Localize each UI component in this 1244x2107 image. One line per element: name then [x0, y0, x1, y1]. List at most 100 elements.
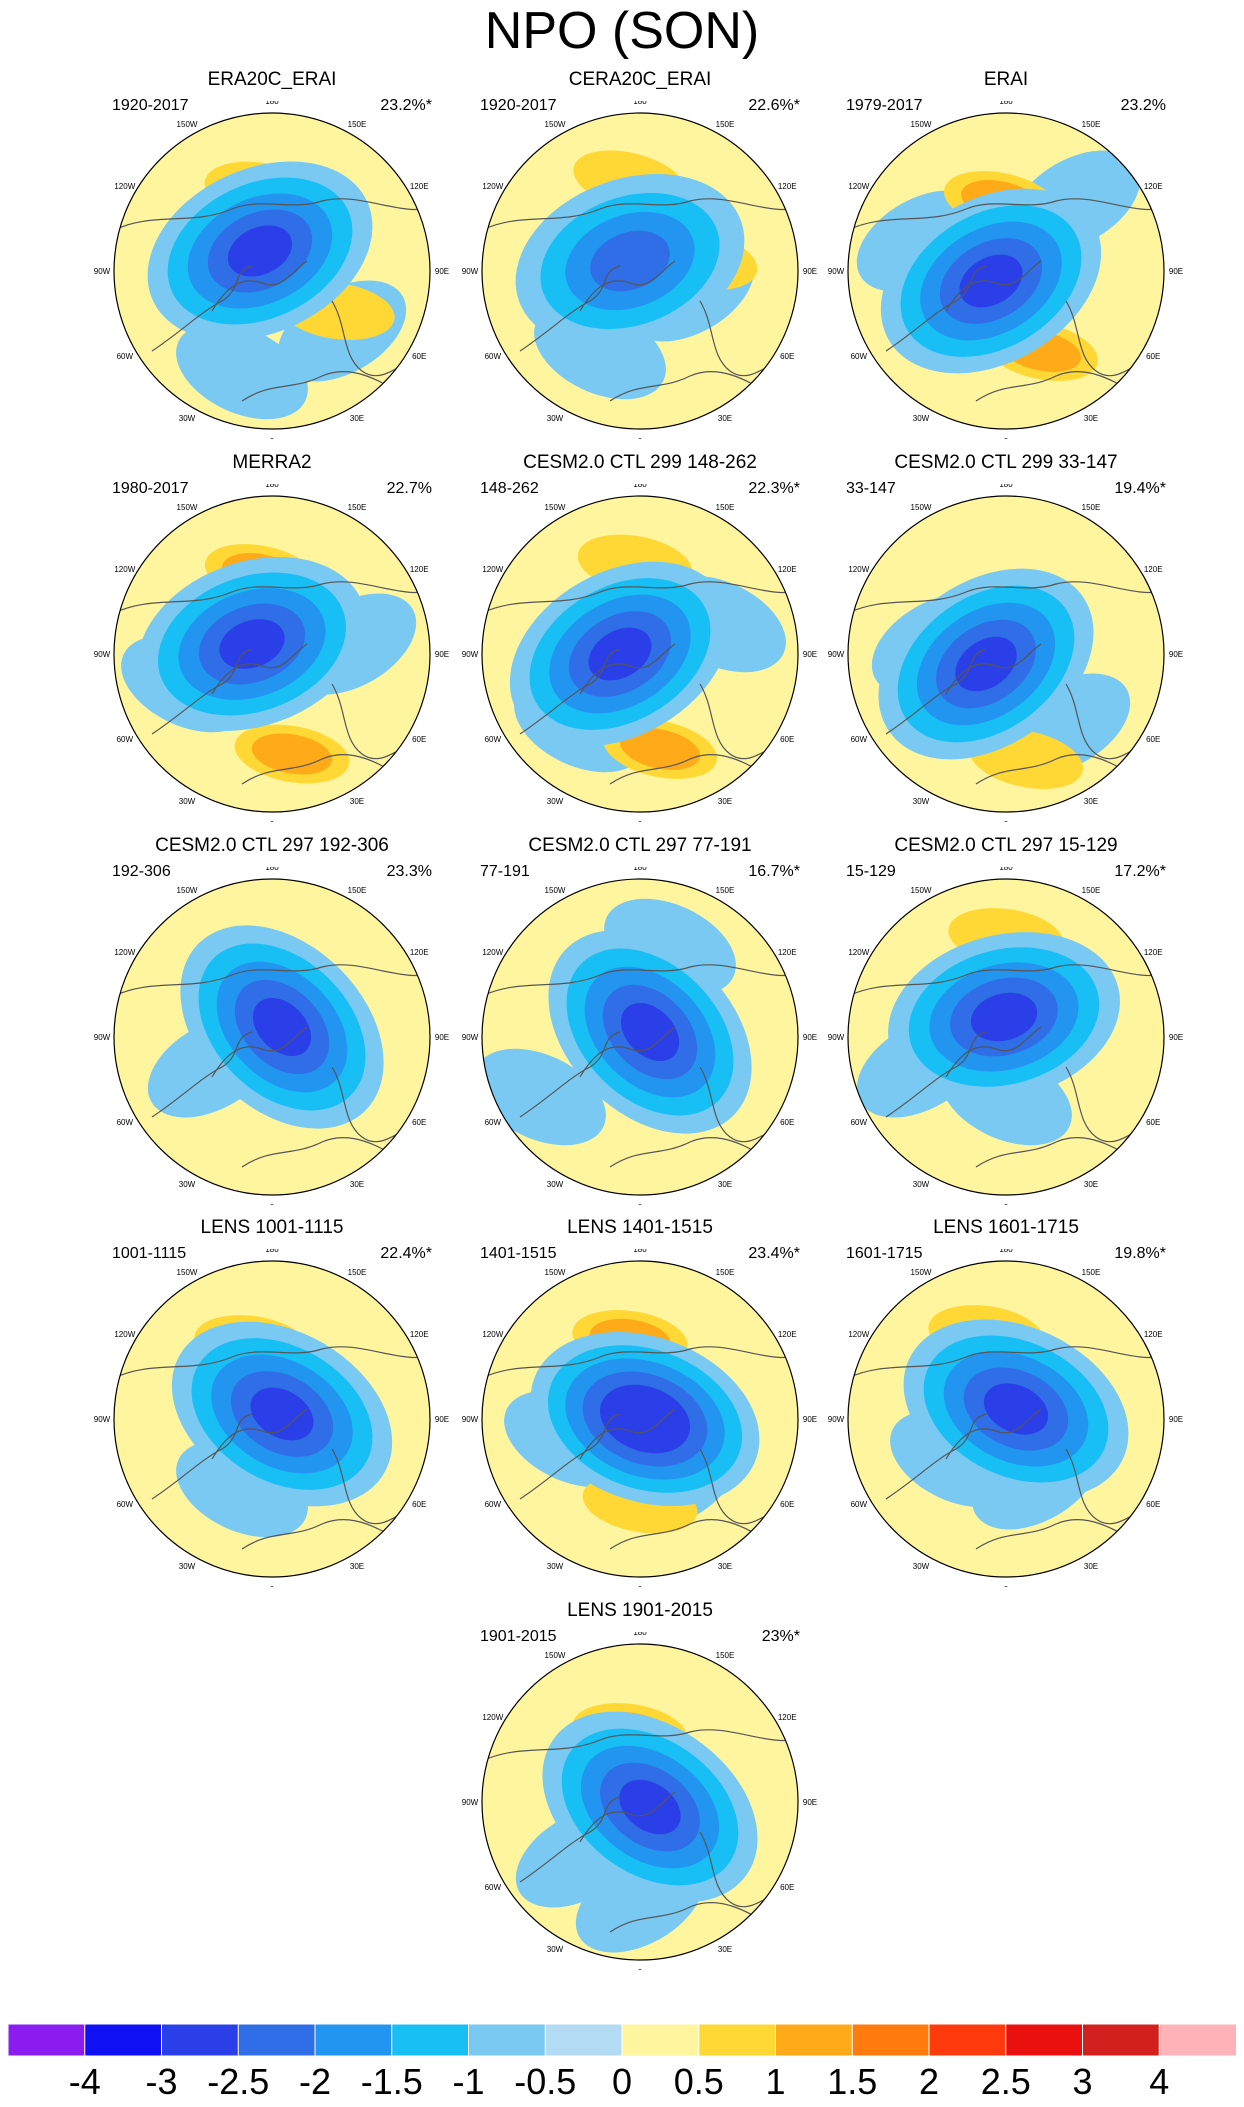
- colorbar-segment: [1005, 2024, 1084, 2056]
- longitude-label: 90E: [435, 1415, 449, 1424]
- map-panel: CESM2.0 CTL 297 192-306 192-306 23.3% 180 15…: [92, 835, 452, 1205]
- longitude-label: 150E: [348, 886, 367, 895]
- colorbar-tick: -3: [145, 2061, 178, 2102]
- panel-explained-variance: 23.2%*: [380, 97, 432, 114]
- longitude-label: 150W: [911, 503, 932, 512]
- colorbar-segment: [1082, 2024, 1161, 2056]
- colorbar-segment: [237, 2024, 316, 2056]
- polar-map: 180 150E 120E 90E 60E 30E 0 30W 60W 90W 120W 150W: [462, 867, 817, 1205]
- negative-anomaly-contour: [219, 619, 285, 669]
- longitude-label: 90E: [1169, 267, 1183, 276]
- map-boundary: [481, 1260, 799, 1578]
- coastline: [885, 648, 987, 735]
- longitude-label: 180: [999, 484, 1013, 489]
- map-panel: CESM2.0 CTL 299 148-262 148-262 22.3%* 180 1…: [460, 452, 820, 822]
- longitude-label: 150E: [1082, 886, 1101, 895]
- longitude-label: 120E: [1144, 1330, 1163, 1339]
- longitude-label: 90E: [803, 1798, 817, 1807]
- longitude-label: 90E: [1169, 1033, 1183, 1042]
- longitude-label: 60E: [1146, 1500, 1160, 1509]
- panel-period: 1920-2017: [480, 97, 557, 114]
- longitude-label: 30W: [547, 1562, 564, 1571]
- longitude-label: 0: [270, 1585, 275, 1587]
- map-boundary: [113, 1260, 431, 1578]
- longitude-label: 120W: [482, 948, 503, 957]
- longitude-label: 150E: [348, 120, 367, 129]
- polar-map: 180 150E 120E 90E 60E 30E 0 30W 60W 90W 120W 150W: [828, 867, 1183, 1205]
- longitude-label: 0: [638, 820, 643, 822]
- negative-anomaly-contour: [250, 1387, 314, 1441]
- map-panel: CERA20C_ERAI 1920-2017 22.6%* 180 150E 120E 90…: [460, 69, 820, 439]
- longitude-label: 0: [1004, 1203, 1009, 1205]
- longitude-label: 120W: [848, 182, 869, 191]
- longitude-label: 30E: [718, 1562, 732, 1571]
- coastline: [579, 1026, 676, 1078]
- map-boundary: [113, 878, 431, 1196]
- colorbar-segment: [928, 2024, 1007, 2056]
- coastline: [945, 1026, 1042, 1078]
- longitude-label: 90W: [828, 1033, 845, 1042]
- longitude-label: 90E: [435, 650, 449, 659]
- map-boundary: [481, 112, 799, 430]
- longitude-label: 120W: [114, 565, 135, 574]
- coastline: [482, 198, 798, 232]
- longitude-label: 90E: [803, 650, 817, 659]
- map-boundary: [847, 1260, 1165, 1578]
- longitude-label: 120W: [482, 565, 503, 574]
- polar-map: 180 150E 120E 90E 60E 30E 0 30W 60W 90W 120W 150W: [462, 1632, 817, 1970]
- longitude-label: 180: [633, 101, 647, 106]
- longitude-label: 90W: [462, 267, 479, 276]
- longitude-label: 30E: [350, 414, 364, 423]
- longitude-label: 150W: [177, 886, 198, 895]
- longitude-label: 150E: [1082, 503, 1101, 512]
- longitude-label: 180: [265, 484, 279, 489]
- colorbar-tick: 1.5: [827, 2061, 878, 2102]
- longitude-label: 150W: [545, 1651, 566, 1660]
- colorbar-tick: -2.5: [207, 2061, 270, 2102]
- longitude-label: 180: [265, 101, 279, 106]
- longitude-label: 60W: [117, 1118, 134, 1127]
- polar-map: 180 150E 120E 90E 60E 30E 0 30W 60W 90W 120W 150W: [828, 484, 1183, 822]
- colorbar-tick: -0.5: [514, 2061, 577, 2102]
- longitude-label: 30E: [718, 414, 732, 423]
- longitude-label: 120E: [1144, 182, 1163, 191]
- longitude-label: 180: [999, 101, 1013, 106]
- polar-map: 180 150E 120E 90E 60E 30E 0 30W 60W 90W 120W 150W: [94, 1249, 449, 1587]
- colorbar-tick: -4: [68, 2061, 101, 2102]
- coastline: [151, 265, 253, 352]
- longitude-label: 150E: [348, 1268, 367, 1277]
- coastline: [945, 260, 1042, 312]
- colorbar-segment: [8, 2024, 86, 2056]
- coastline: [519, 1031, 621, 1118]
- figure-title: NPO (SON): [484, 2, 760, 60]
- colorbar-tick-labels: -4 -3 -2.5 -2 -1.5 -1 -0.5 0 0.5 1 1.5 2 2.5 3 4: [8, 2062, 1236, 2102]
- longitude-label: 150W: [177, 503, 198, 512]
- panel-title: LENS 1901-2015: [567, 1600, 713, 1621]
- longitude-label: 60W: [851, 1118, 868, 1127]
- longitude-label: 60W: [485, 1500, 502, 1509]
- colorbar-segment: [1158, 2024, 1236, 2056]
- map-boundary: [481, 878, 799, 1196]
- map-boundary: [847, 112, 1165, 430]
- positive-anomaly-contour: [251, 733, 333, 775]
- colorbar-segment: [391, 2024, 470, 2056]
- longitude-label: 180: [633, 1632, 647, 1637]
- longitude-label: 150W: [911, 1268, 932, 1277]
- longitude-label: 120W: [114, 948, 135, 957]
- panel-explained-variance: 23%*: [761, 1628, 800, 1645]
- coastline: [848, 1346, 1164, 1380]
- map-panel: LENS 1601-1715 1601-1715 19.8%* 180 150E 120E…: [826, 1217, 1186, 1587]
- longitude-label: 30W: [179, 797, 196, 806]
- colorbar-segment: [698, 2024, 777, 2056]
- panel-explained-variance: 16.7%*: [748, 863, 800, 880]
- longitude-label: 60E: [412, 735, 426, 744]
- longitude-label: 60W: [851, 735, 868, 744]
- longitude-label: 60E: [780, 352, 794, 361]
- longitude-label: 90W: [94, 1415, 111, 1424]
- longitude-label: 60W: [117, 735, 134, 744]
- map-panel: ERAI 1979-2017 23.2% 180 150E 120E 90E 60E 30E 0 3…: [826, 69, 1186, 439]
- map-boundary: [113, 112, 431, 430]
- coastline: [151, 1031, 253, 1118]
- panel-title: CESM2.0 CTL 297 192-306: [155, 835, 389, 856]
- panel-explained-variance: 23.2%: [1120, 97, 1166, 114]
